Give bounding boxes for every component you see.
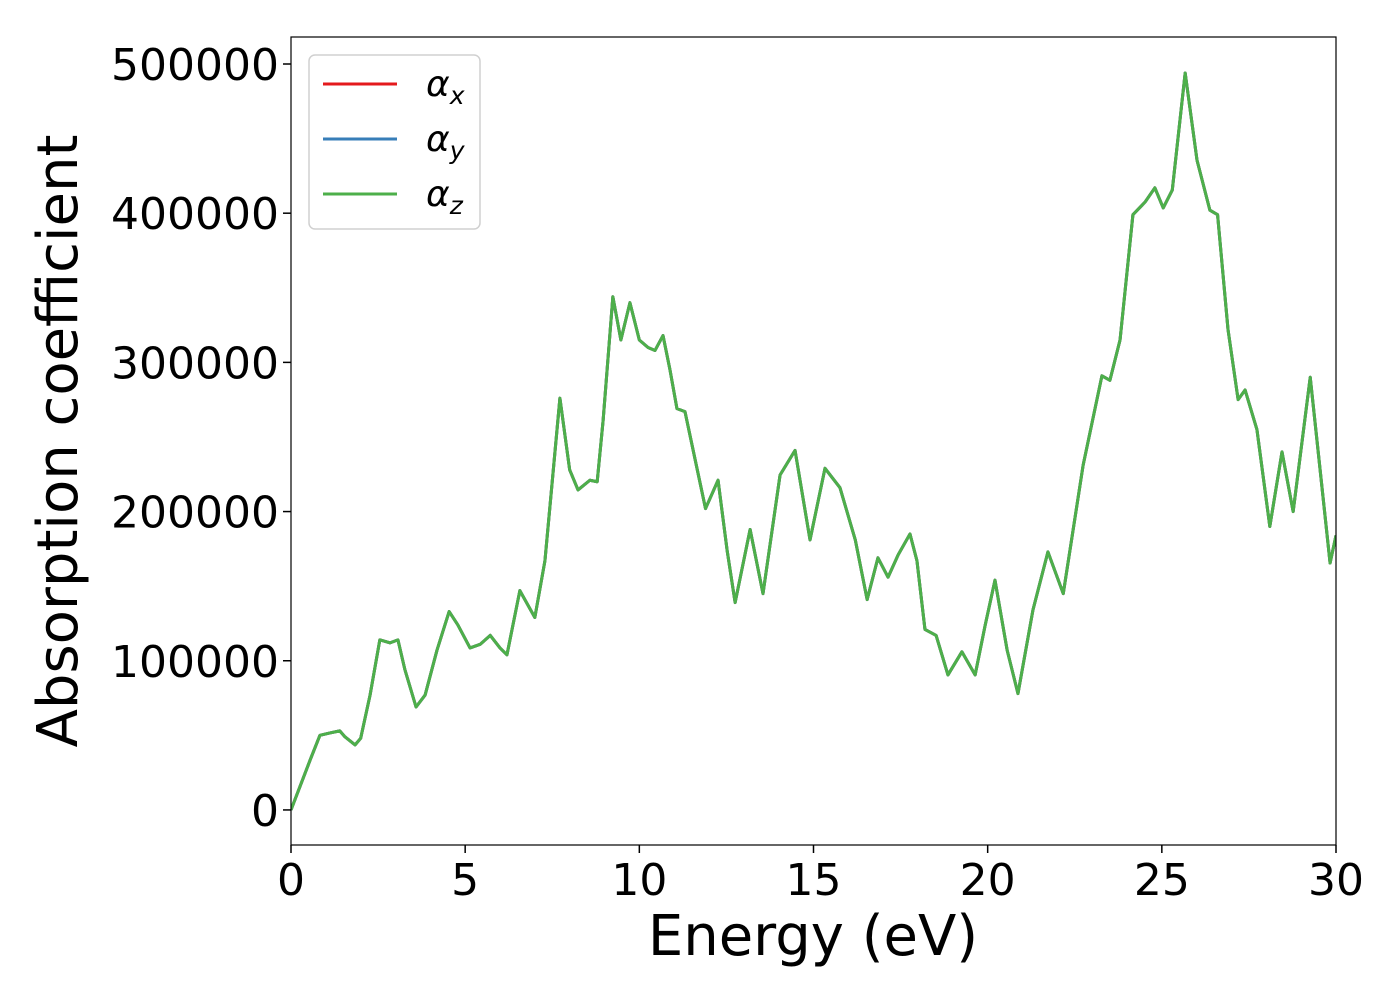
y-tick-label: 400000 xyxy=(111,189,279,240)
legend-label: αy xyxy=(426,119,466,165)
x-axis-label: Energy (eV) xyxy=(648,904,978,969)
y-axis-label: Absorption coefficient xyxy=(26,135,91,748)
x-tick-label: 5 xyxy=(451,855,479,906)
x-tick-label: 15 xyxy=(786,855,842,906)
x-tick-label: 30 xyxy=(1308,855,1364,906)
x-tick-label: 0 xyxy=(277,855,305,906)
y-tick-label: 100000 xyxy=(111,637,279,688)
legend-label: αz xyxy=(426,174,464,220)
x-tick-label: 25 xyxy=(1134,855,1190,906)
plot-frame xyxy=(290,36,1337,846)
x-tick-label: 10 xyxy=(611,855,667,906)
y-tick-label: 200000 xyxy=(111,488,279,539)
y-tick-label: 0 xyxy=(251,786,279,837)
y-tick-label: 300000 xyxy=(111,338,279,389)
legend-box xyxy=(308,54,481,230)
legend-label: αx xyxy=(426,64,465,110)
x-tick-label: 20 xyxy=(960,855,1016,906)
y-tick-label: 500000 xyxy=(111,40,279,91)
line-series xyxy=(291,71,1336,811)
